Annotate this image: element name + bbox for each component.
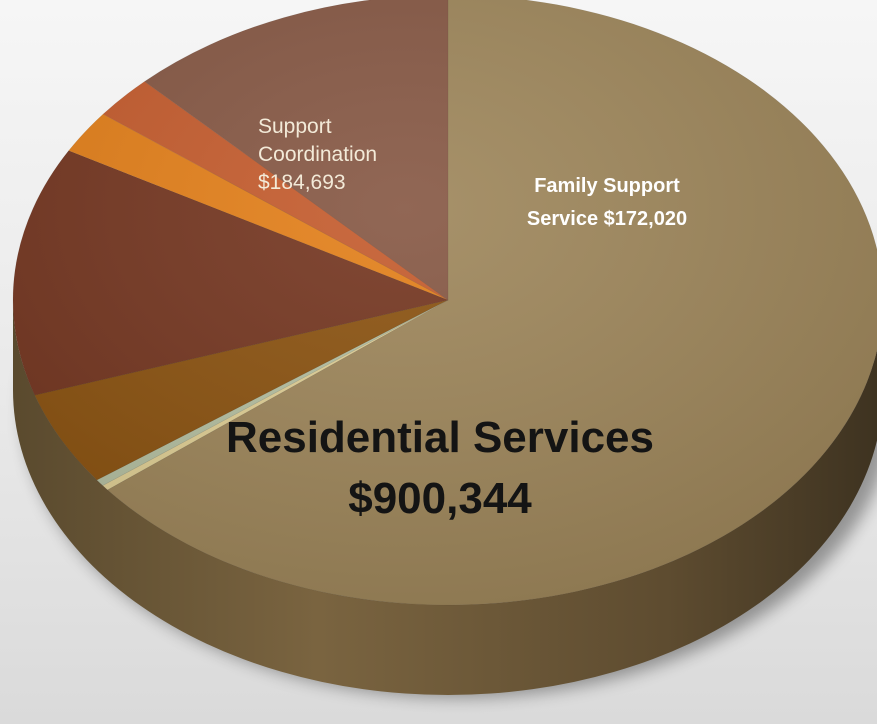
label-support-coordination-line: Coordination — [258, 143, 377, 166]
label-residential-services-line: Residential Services — [226, 413, 654, 462]
pie-side-wall — [13, 300, 877, 695]
pie-top-shine — [13, 0, 877, 605]
label-family-support-service: Family Support Service $172,020 — [527, 175, 687, 230]
label-support-coordination: Support Coordination $184,693 — [258, 115, 377, 194]
label-residential-services: Residential Services $900,344 — [226, 413, 654, 523]
label-support-coordination-line: Support — [258, 115, 332, 138]
label-support-coordination-line: $184,693 — [258, 171, 346, 194]
label-family-support-service-line: Service $172,020 — [527, 208, 687, 230]
label-residential-services-line: $900,344 — [348, 474, 532, 523]
label-family-support-service-line: Family Support — [534, 175, 680, 197]
